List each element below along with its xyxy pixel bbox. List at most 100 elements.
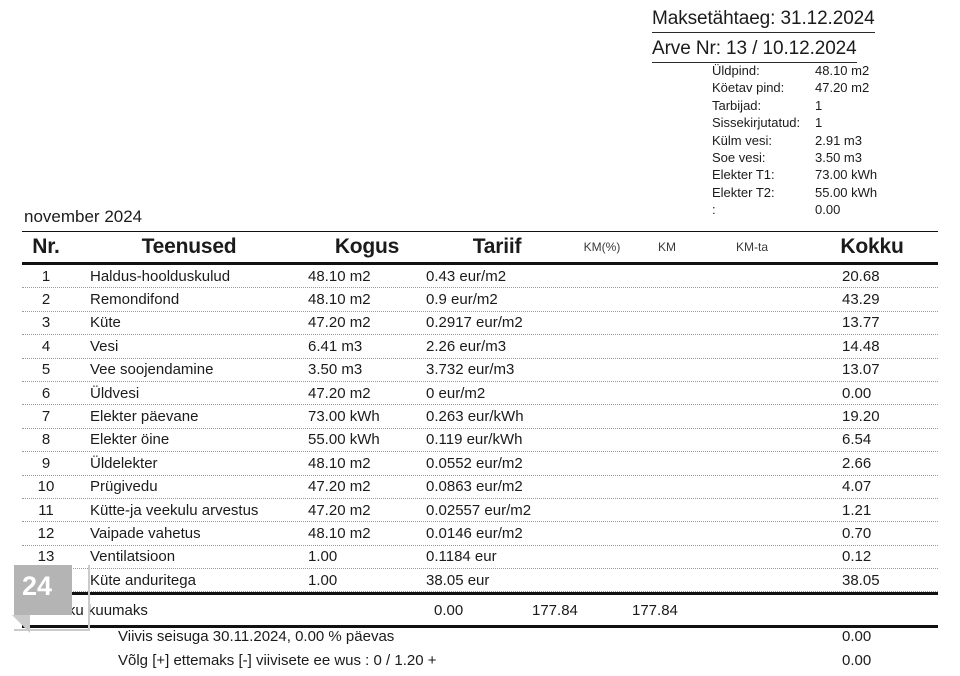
footer-note-text: Võlg [+] ettemaks [-] viivisete ee wus :…	[118, 652, 437, 670]
cell-kokku: 0.12	[842, 548, 872, 566]
table-row: 14 Küte anduritega 1.00 38.05 eur 38.05	[22, 569, 938, 593]
cell-nr: 6	[41, 384, 51, 402]
due-date-text: Maksetähtaeg: 31.12.2024	[652, 6, 875, 33]
detail-row-sissekirjutatud: Sissekirjutatud: 1	[712, 114, 960, 131]
detail-row-elekter-t2: Elekter T2: 55.00 kWh	[712, 184, 960, 201]
cell-kokku: 0.00	[842, 384, 872, 402]
cell-kogus: 1.00	[308, 548, 338, 566]
column-header-km: KM	[658, 240, 676, 254]
cell-name: Vee soojendamine	[90, 361, 214, 379]
totals-bottom-rule	[22, 625, 938, 629]
cell-kokku: 43.29	[842, 291, 880, 309]
detail-value: 73.00 kWh	[815, 167, 878, 183]
property-details-block: Üldpind: 48.10 m2 Köetav pind: 47.20 m2 …	[712, 62, 960, 219]
footer-note-value: 0.00	[842, 628, 872, 646]
detail-value: 48.10 m2	[815, 63, 870, 78]
cell-name: Haldus-hoolduskulud	[90, 267, 231, 285]
detail-row-tarbijad: Tarbijad: 1	[712, 97, 960, 114]
cell-kogus: 47.20 m2	[308, 478, 371, 496]
detail-value: 1	[815, 97, 823, 113]
detail-value: 47.20 m2	[815, 80, 870, 96]
cell-kogus: 3.50 m3	[308, 361, 363, 379]
total-kokku: 177.84	[632, 601, 678, 619]
table-row: 8 Elekter öine 55.00 kWh 0.119 eur/kWh 6…	[22, 429, 938, 453]
column-header-km-ta: KM-ta	[735, 240, 768, 254]
cell-nr: 7	[41, 408, 51, 426]
cell-name: Vesi	[90, 337, 119, 355]
cell-kogus: 6.41 m3	[308, 337, 363, 355]
detail-value: 1	[815, 115, 823, 131]
table-row: 11 Kütte-ja veekulu arvestus 47.20 m2 0.…	[22, 499, 938, 523]
cell-tariif: 38.05 eur	[426, 571, 490, 589]
table-header-row: Nr. Teenused Kogus Tariif KM(%) KM KM-ta…	[22, 232, 938, 262]
table-row: 1 Haldus-hoolduskulud 48.10 m2 0.43 eur/…	[22, 265, 938, 289]
cell-nr: 1	[41, 267, 51, 285]
cell-name: Üldelekter	[90, 454, 158, 472]
cell-kokku: 19.20	[842, 408, 880, 426]
detail-label: Elekter T2:	[712, 184, 775, 200]
cell-kokku: 20.68	[842, 267, 880, 285]
column-header-teenused: Teenused	[141, 235, 237, 258]
detail-label: :	[712, 202, 716, 218]
column-header-nr: Nr.	[32, 235, 60, 258]
detail-label: Soe vesi:	[712, 150, 766, 166]
cell-tariif: 0 eur/m2	[426, 384, 486, 402]
billing-period-caption: november 2024	[24, 207, 143, 226]
cell-nr: 10	[37, 478, 55, 496]
cell-nr: 13	[37, 548, 55, 566]
table-row: 7 Elekter päevane 73.00 kWh 0.263 eur/kW…	[22, 405, 938, 429]
cell-name: Elekter öine	[90, 431, 170, 449]
column-header-kokku: Kokku	[840, 235, 904, 258]
detail-row-elekter-t1: Elekter T1: 73.00 kWh	[712, 166, 960, 183]
cell-nr: 8	[41, 431, 51, 449]
detail-label: Köetav pind:	[712, 80, 785, 96]
table-row: 5 Vee soojendamine 3.50 m3 3.732 eur/m3 …	[22, 359, 938, 382]
detail-value: 55.00 kWh	[815, 184, 878, 200]
cell-kokku: 6.54	[842, 431, 872, 449]
cell-tariif: 0.9 eur/m2	[426, 291, 498, 309]
detail-label: Elekter T1:	[712, 167, 775, 183]
cell-name: Üldvesi	[90, 384, 140, 402]
table-row: 3 Küte 47.20 m2 0.2917 eur/m2 13.77	[22, 312, 938, 336]
due-date-line: Maksetähtaeg: 31.12.2024	[652, 6, 952, 36]
services-table: Nr. Teenused Kogus Tariif KM(%) KM KM-ta…	[22, 231, 938, 676]
table-header-rule	[22, 262, 938, 265]
detail-row-kulm-vesi: Külm vesi: 2.91 m3	[712, 132, 960, 149]
cell-kokku: 13.77	[842, 314, 880, 332]
detail-row-soe-vesi: Soe vesi: 3.50 m3	[712, 149, 960, 166]
footer-note-row: Võlg [+] ettemaks [-] viivisete ee wus :…	[22, 652, 938, 676]
cell-kogus: 47.20 m2	[308, 384, 371, 402]
cell-kogus: 48.10 m2	[308, 291, 371, 309]
cell-kogus: 47.20 m2	[308, 314, 371, 332]
cell-tariif: 3.732 eur/m3	[426, 361, 515, 379]
page-fold-corner-icon	[12, 615, 30, 633]
cell-tariif: 0.263 eur/kWh	[426, 408, 524, 426]
invoice-number-line: Arve Nr: 13 / 10.12.2024	[652, 36, 952, 66]
footer-note-row: Viivis seisuga 30.11.2024, 0.00 % päevas…	[22, 628, 938, 652]
cell-kokku: 38.05	[842, 571, 880, 589]
total-label: Kokku kuumaks	[42, 601, 148, 619]
page-number-label: 24	[22, 571, 53, 601]
cell-name: Küte anduritega	[90, 571, 196, 589]
column-header-kogus: Kogus	[334, 235, 400, 258]
table-row: 2 Remondifond 48.10 m2 0.9 eur/m2 43.29	[22, 288, 938, 312]
cell-name: Prügivedu	[90, 478, 158, 496]
cell-kokku: 0.70	[842, 524, 872, 542]
cell-kokku: 2.66	[842, 454, 872, 472]
cell-nr: 11	[38, 501, 54, 519]
cell-tariif: 0.1184 eur	[426, 548, 497, 566]
cell-kogus: 47.20 m2	[308, 501, 371, 519]
detail-label: Külm vesi:	[712, 132, 772, 148]
cell-tariif: 0.2917 eur/m2	[426, 314, 523, 332]
cell-tariif: 0.119 eur/kWh	[426, 431, 523, 449]
cell-nr: 9	[41, 454, 51, 472]
footer-note-text: Viivis seisuga 30.11.2024, 0.00 % päevas	[118, 628, 395, 646]
cell-tariif: 0.0552 eur/m2	[426, 454, 523, 472]
detail-label: Sissekirjutatud:	[712, 115, 801, 131]
table-row: 6 Üldvesi 47.20 m2 0 eur/m2 0.00	[22, 382, 938, 406]
cell-nr: 3	[41, 314, 51, 332]
totals-top-rule	[22, 592, 938, 596]
cell-name: Vaipade vahetus	[90, 524, 201, 542]
cell-tariif: 0.02557 eur/m2	[426, 501, 532, 519]
cell-name: Ventilatsioon	[90, 548, 176, 566]
